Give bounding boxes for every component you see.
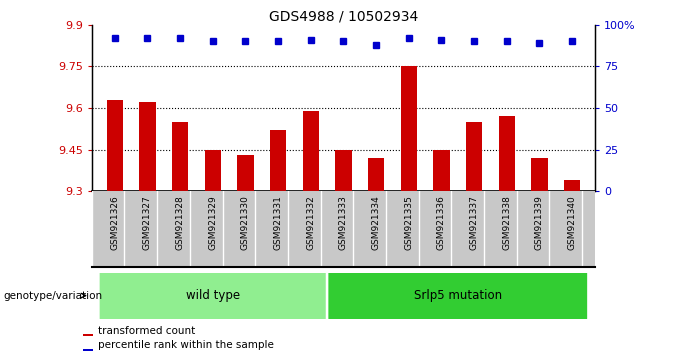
- Text: GSM921328: GSM921328: [175, 195, 184, 250]
- Text: GSM921329: GSM921329: [208, 195, 217, 250]
- Text: GSM921340: GSM921340: [568, 195, 577, 250]
- Bar: [531, 158, 547, 191]
- Text: GSM921336: GSM921336: [437, 195, 446, 250]
- Text: wild type: wild type: [186, 289, 240, 302]
- Bar: [466, 122, 482, 191]
- Bar: [172, 122, 188, 191]
- Bar: [368, 158, 384, 191]
- Bar: [498, 116, 515, 191]
- Text: percentile rank within the sample: percentile rank within the sample: [98, 341, 274, 350]
- Bar: [237, 155, 254, 191]
- Text: GSM921337: GSM921337: [470, 195, 479, 250]
- Bar: [107, 99, 123, 191]
- Text: Srlp5 mutation: Srlp5 mutation: [413, 289, 502, 302]
- Text: GSM921335: GSM921335: [404, 195, 413, 250]
- Text: GSM921339: GSM921339: [535, 195, 544, 250]
- Bar: [139, 102, 156, 191]
- Bar: [564, 180, 580, 191]
- Text: GSM921330: GSM921330: [241, 195, 250, 250]
- Text: transformed count: transformed count: [98, 326, 195, 336]
- Bar: [270, 130, 286, 191]
- Text: GSM921334: GSM921334: [371, 195, 381, 250]
- Bar: [84, 334, 92, 336]
- Text: GSM921331: GSM921331: [273, 195, 283, 250]
- Bar: [303, 111, 319, 191]
- Text: GSM921338: GSM921338: [503, 195, 511, 250]
- Text: GSM921326: GSM921326: [110, 195, 119, 250]
- Text: GSM921332: GSM921332: [306, 195, 316, 250]
- FancyBboxPatch shape: [328, 272, 587, 319]
- Bar: [335, 150, 352, 191]
- Bar: [205, 150, 221, 191]
- Text: GSM921333: GSM921333: [339, 195, 348, 250]
- Bar: [433, 150, 449, 191]
- Bar: [401, 66, 417, 191]
- Bar: [84, 349, 92, 351]
- Text: GSM921327: GSM921327: [143, 195, 152, 250]
- Text: genotype/variation: genotype/variation: [3, 291, 103, 301]
- Title: GDS4988 / 10502934: GDS4988 / 10502934: [269, 10, 418, 24]
- FancyBboxPatch shape: [100, 272, 326, 319]
